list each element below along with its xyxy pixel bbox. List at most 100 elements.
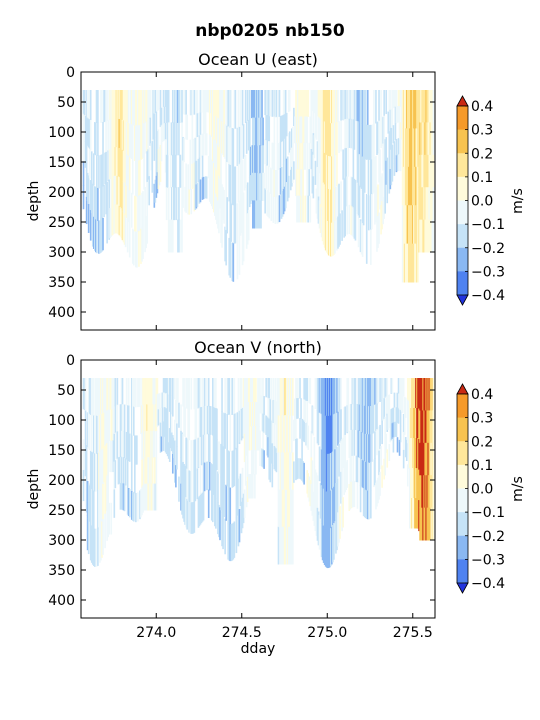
heatmap-cell	[403, 415, 406, 435]
heatmap-cell	[120, 149, 123, 180]
heatmap-cell	[396, 154, 399, 172]
heatmap-cell	[231, 450, 234, 488]
heatmap-cell	[267, 115, 270, 142]
heatmap-cell	[186, 438, 188, 470]
heatmap-cell	[331, 189, 333, 224]
heatmap-cell	[340, 471, 342, 504]
heatmap-cell	[141, 124, 143, 159]
heatmap-cell	[274, 378, 277, 402]
heatmap-cell	[156, 378, 159, 395]
heatmap-cell	[361, 123, 364, 158]
heatmap-cell	[87, 483, 90, 519]
heatmap-cell	[239, 90, 242, 127]
heatmap-cell	[422, 475, 424, 509]
heatmap-cell	[195, 160, 198, 185]
heatmap-cell	[398, 393, 401, 410]
heatmap-cell	[168, 444, 171, 462]
heatmap-cell	[256, 90, 258, 119]
heatmap-cell	[91, 526, 94, 565]
heatmap-cell	[166, 378, 169, 395]
heatmap-cell	[296, 438, 298, 460]
heatmap-cell	[145, 483, 147, 511]
heatmap-cell	[177, 90, 179, 123]
heatmap-cell	[106, 212, 108, 244]
heatmap-cell	[279, 142, 282, 169]
heatmap-cell	[235, 517, 238, 554]
heatmap-cell	[224, 378, 226, 414]
heatmap-cell	[282, 139, 285, 165]
heatmap-cell	[294, 419, 296, 441]
heatmap-cell	[226, 413, 228, 451]
heatmap-cell	[237, 164, 240, 203]
heatmap-cell	[415, 243, 417, 283]
heatmap-cell	[326, 378, 329, 417]
heatmap-cell	[152, 430, 155, 458]
heatmap-cell	[259, 90, 261, 119]
heatmap-cell	[325, 415, 328, 455]
heatmap-cell	[422, 122, 424, 156]
heatmap-cell	[214, 378, 216, 409]
heatmap-cell	[144, 219, 146, 253]
heatmap-cell	[164, 139, 167, 157]
heatmap-cell	[297, 458, 299, 479]
heatmap-cell	[261, 448, 263, 467]
heatmap-cell	[299, 418, 301, 439]
heatmap-cell	[352, 148, 355, 179]
heatmap-cell	[328, 222, 331, 257]
heatmap-cell	[252, 145, 254, 174]
heatmap-cell	[308, 169, 311, 197]
heatmap-cell	[268, 438, 271, 460]
heatmap-cell	[86, 117, 89, 146]
heatmap-cell	[376, 186, 378, 220]
heatmap-cell	[207, 90, 210, 113]
heatmap-cell	[389, 129, 392, 150]
heatmap-cell	[345, 461, 348, 490]
colorbar-band	[457, 559, 468, 584]
heatmap-cell	[256, 200, 258, 229]
heatmap-cell	[141, 405, 143, 434]
heatmap-cell	[333, 378, 335, 415]
heatmap-cell	[223, 481, 225, 518]
heatmap-cell	[410, 468, 412, 499]
heatmap-cell	[277, 196, 280, 224]
heatmap-cell	[127, 378, 130, 407]
heatmap-cell	[281, 378, 284, 416]
colorbar-tick-label: 0.0	[471, 482, 493, 498]
heatmap-cell	[278, 489, 281, 528]
heatmap-cell	[219, 178, 221, 209]
heatmap-cell	[137, 196, 139, 233]
heatmap-cell	[227, 486, 230, 524]
heatmap-cell	[338, 183, 340, 216]
heatmap-cell	[240, 125, 243, 162]
heatmap-cell	[299, 195, 301, 223]
heatmap-cell	[315, 188, 318, 214]
heatmap-cell	[310, 129, 313, 150]
heatmap-cell	[409, 408, 411, 439]
heatmap-cell	[306, 424, 309, 448]
heatmap-cell	[255, 172, 257, 201]
heatmap-cell	[193, 501, 196, 533]
heatmap-cell	[214, 115, 216, 141]
heatmap-cell	[147, 457, 149, 485]
heatmap-cell	[236, 446, 239, 482]
heatmap-cell	[246, 182, 249, 214]
heatmap-cell	[371, 433, 373, 462]
heatmap-cell	[359, 431, 362, 459]
heatmap-cell	[235, 412, 238, 449]
heatmap-cell	[259, 378, 261, 396]
heatmap-cell	[430, 187, 433, 221]
heatmap-cell	[314, 469, 317, 501]
heatmap-cell	[97, 187, 99, 222]
heatmap-cell	[106, 410, 108, 444]
heatmap-cell	[161, 407, 164, 422]
heatmap-cell	[162, 435, 165, 451]
colorbar-band	[457, 271, 468, 296]
heatmap-cell	[317, 116, 320, 144]
heatmap-cell	[92, 528, 95, 567]
heatmap-cell	[310, 430, 313, 458]
heatmap-cell	[429, 378, 432, 411]
heatmap-cell	[381, 117, 383, 147]
heatmap-cell	[401, 166, 404, 206]
heatmap-cell	[295, 398, 297, 420]
heatmap-cell	[228, 523, 231, 561]
